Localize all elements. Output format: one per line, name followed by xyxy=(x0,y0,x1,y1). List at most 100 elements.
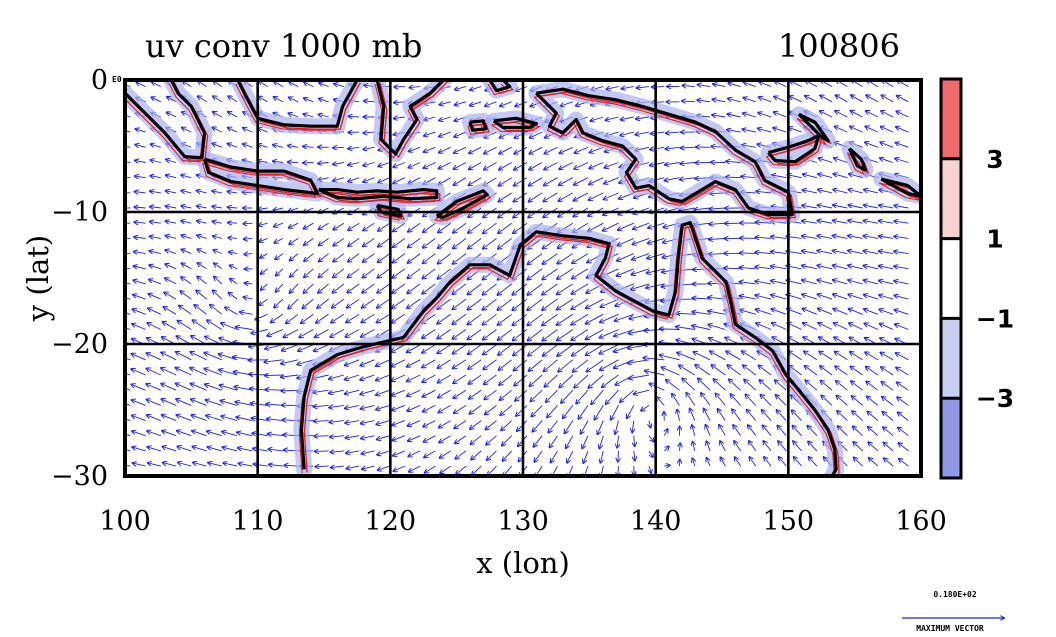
wind-vector xyxy=(515,101,528,107)
wind-vector xyxy=(147,353,161,361)
wind-vector xyxy=(333,268,345,278)
wind-vector xyxy=(771,295,787,300)
wind-vector xyxy=(895,324,909,330)
wind-vector xyxy=(345,404,360,408)
wind-vector xyxy=(512,283,528,295)
wind-vector xyxy=(182,128,192,133)
wind-vector xyxy=(692,425,695,436)
wind-vector xyxy=(410,87,421,88)
wind-vector xyxy=(529,359,543,371)
wind-vector xyxy=(258,208,268,209)
wind-vector xyxy=(499,359,512,370)
wind-vector xyxy=(225,307,238,315)
wind-vector xyxy=(147,415,161,422)
wind-vector xyxy=(408,420,421,426)
wind-vector xyxy=(236,327,253,330)
wind-vector xyxy=(273,161,283,162)
wind-vector xyxy=(534,450,543,462)
wind-vector xyxy=(125,387,131,391)
wind-vector xyxy=(589,177,604,185)
wind-vector xyxy=(740,253,756,254)
wind-vector xyxy=(728,83,741,88)
wind-vector xyxy=(438,253,451,264)
wind-vector xyxy=(422,344,436,353)
wind-vector xyxy=(641,405,650,410)
wind-vector xyxy=(438,238,451,248)
wind-vector xyxy=(438,222,451,232)
wind-vector xyxy=(484,162,497,170)
wind-vector xyxy=(898,412,909,421)
wind-vector xyxy=(132,431,146,437)
wind-vector xyxy=(259,223,268,225)
wind-vector xyxy=(595,405,604,419)
wind-vector xyxy=(682,378,696,391)
wind-vector xyxy=(512,298,528,310)
wind-vector xyxy=(835,366,848,376)
wind-vector xyxy=(422,283,436,294)
wind-vector xyxy=(514,359,528,371)
wind-vector xyxy=(362,298,375,308)
wind-vector xyxy=(165,278,177,285)
wind-vector xyxy=(346,329,360,337)
wind-vector xyxy=(848,220,863,224)
wind-vector xyxy=(453,359,467,369)
wind-vector xyxy=(713,99,726,102)
wind-vector xyxy=(527,298,543,310)
wind-vector xyxy=(424,117,436,120)
wind-vector xyxy=(204,369,222,376)
wind-vector xyxy=(453,329,467,339)
wind-vector xyxy=(439,146,451,152)
wind-vector xyxy=(777,426,787,436)
wind-vector xyxy=(281,375,299,377)
wind-vector xyxy=(213,221,222,223)
wind-vector xyxy=(686,393,696,406)
colorbar-segment xyxy=(941,79,961,159)
wind-vector xyxy=(258,128,268,133)
wind-vector xyxy=(147,400,161,406)
wind-vector xyxy=(152,82,162,87)
wind-vector xyxy=(304,238,314,245)
wind-vector xyxy=(213,250,222,255)
wind-vector xyxy=(772,323,787,330)
positive-contour xyxy=(434,194,487,222)
wind-vector xyxy=(868,442,879,452)
wind-vector xyxy=(437,298,451,309)
wind-vector xyxy=(648,450,653,457)
wind-vector xyxy=(213,112,223,118)
wind-vector xyxy=(331,313,345,322)
wind-vector xyxy=(228,238,238,239)
wind-vector xyxy=(315,466,329,467)
wind-vector xyxy=(606,116,619,120)
wind-vector xyxy=(833,251,848,255)
wind-vector xyxy=(484,374,497,384)
y-tick-label: −20 xyxy=(51,329,108,360)
wind-vector xyxy=(438,268,451,279)
wind-vector xyxy=(848,280,863,285)
wind-vector xyxy=(817,251,833,255)
wind-vector xyxy=(866,382,879,391)
wind-vector xyxy=(378,162,390,167)
wind-vector xyxy=(273,208,284,210)
wind-vector xyxy=(894,295,909,300)
wind-vector xyxy=(879,236,894,238)
wind-vector xyxy=(672,394,680,406)
wind-vector xyxy=(438,359,451,368)
wind-vector xyxy=(532,405,543,416)
wind-vector xyxy=(571,313,589,324)
wind-vector xyxy=(708,325,726,330)
wind-vector xyxy=(864,221,878,224)
wind-vector xyxy=(634,389,650,394)
wind-vector xyxy=(680,443,681,451)
wind-vector xyxy=(850,127,863,133)
wind-vector xyxy=(197,221,207,223)
coastline-sulawesi xyxy=(375,80,446,156)
wind-vector xyxy=(821,396,833,406)
wind-vector xyxy=(756,191,772,193)
wind-vector xyxy=(756,237,772,238)
wind-vector xyxy=(793,426,802,437)
wind-vector xyxy=(223,463,238,467)
wind-vector xyxy=(207,320,223,330)
wind-vector xyxy=(740,282,756,284)
colorbar-segment xyxy=(941,158,961,239)
wind-vector xyxy=(251,329,268,334)
